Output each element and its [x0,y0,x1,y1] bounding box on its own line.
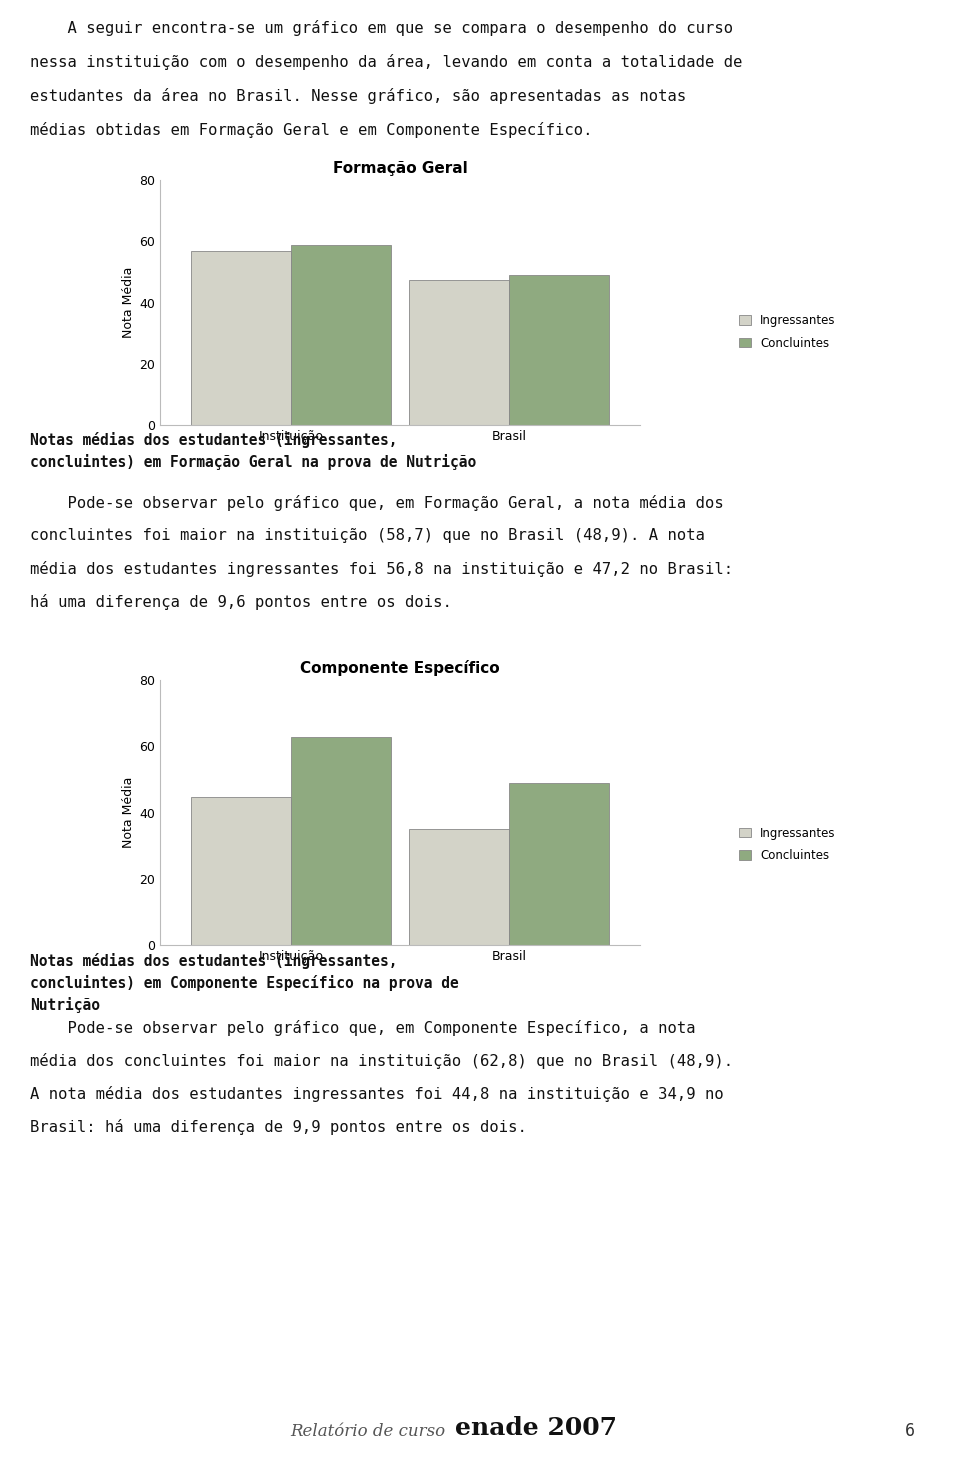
Bar [409,281,509,425]
Text: média dos concluintes foi maior na instituição (62,8) que no Brasil (48,9).: média dos concluintes foi maior na insti… [30,1053,733,1069]
Text: nessa instituição com o desempenho da área, levando em conta a totalidade de: nessa instituição com o desempenho da ár… [30,54,742,70]
Bar [409,829,509,944]
Bar [509,784,609,944]
Title: Componente Específico: Componente Específico [300,659,500,675]
Text: concluintes foi maior na instituição (58,7) que no Brasil (48,9). A nota: concluintes foi maior na instituição (58… [30,528,705,542]
Text: 6: 6 [905,1423,915,1440]
Text: concluintes) em Formação Geral na prova de Nutrição: concluintes) em Formação Geral na prova … [30,455,476,469]
Text: A nota média dos estudantes ingressantes foi 44,8 na instituição e 34,9 no: A nota média dos estudantes ingressantes… [30,1086,724,1102]
Bar [291,737,391,944]
Text: concluintes) em Componente Específico na prova de: concluintes) em Componente Específico na… [30,975,459,991]
Y-axis label: Nota Média: Nota Média [122,776,135,848]
Text: enade 2007: enade 2007 [455,1417,617,1440]
Text: Relatório de curso: Relatório de curso [290,1423,445,1440]
Text: Notas médias dos estudantes (ingressantes,: Notas médias dos estudantes (ingressante… [30,953,397,969]
Text: A seguir encontra-se um gráfico em que se compara o desempenho do curso: A seguir encontra-se um gráfico em que s… [30,20,733,37]
Bar [191,797,291,944]
Text: Nutrição: Nutrição [30,997,100,1013]
Text: médias obtidas em Formação Geral e em Componente Específico.: médias obtidas em Formação Geral e em Co… [30,121,592,137]
Text: estudantes da área no Brasil. Nesse gráfico, são apresentadas as notas: estudantes da área no Brasil. Nesse gráf… [30,88,686,104]
Title: Formação Geral: Formação Geral [332,161,468,175]
Text: Pode-se observar pelo gráfico que, em Formação Geral, a nota média dos: Pode-se observar pelo gráfico que, em Fo… [30,496,724,512]
Text: Notas médias dos estudantes (ingressantes,: Notas médias dos estudantes (ingressante… [30,431,397,447]
Bar [191,251,291,425]
Legend: Ingressantes, Concluintes: Ingressantes, Concluintes [739,314,836,349]
Legend: Ingressantes, Concluintes: Ingressantes, Concluintes [739,826,836,863]
Text: média dos estudantes ingressantes foi 56,8 na instituição e 47,2 no Brasil:: média dos estudantes ingressantes foi 56… [30,561,733,577]
Bar [291,246,391,425]
Y-axis label: Nota Média: Nota Média [122,266,135,338]
Text: Pode-se observar pelo gráfico que, em Componente Específico, a nota: Pode-se observar pelo gráfico que, em Co… [30,1020,696,1037]
Text: Brasil: há uma diferença de 9,9 pontos entre os dois.: Brasil: há uma diferença de 9,9 pontos e… [30,1118,527,1135]
Bar [509,275,609,425]
Text: há uma diferença de 9,6 pontos entre os dois.: há uma diferença de 9,6 pontos entre os … [30,594,452,610]
